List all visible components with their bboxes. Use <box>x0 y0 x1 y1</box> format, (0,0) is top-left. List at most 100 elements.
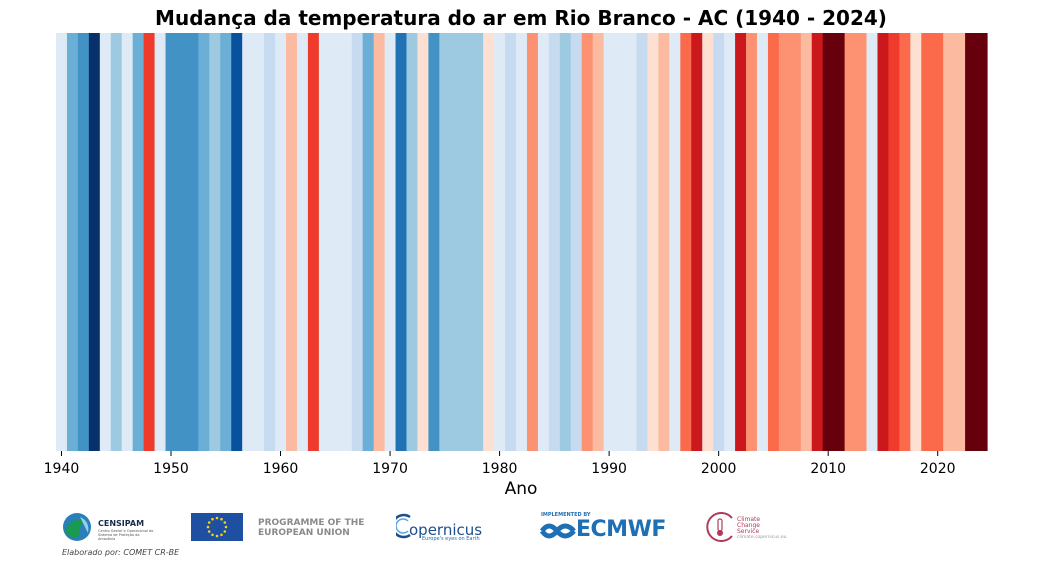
stripe-1976 <box>450 33 462 451</box>
stripe-2000 <box>713 33 725 451</box>
eu-star-icon <box>223 521 227 524</box>
eu-star-icon <box>215 516 219 520</box>
stripe-1998 <box>691 33 703 451</box>
stripe-2024 <box>976 33 988 451</box>
stripe-2012 <box>844 33 857 451</box>
thermometer-icon <box>706 512 733 542</box>
stripe-1942 <box>77 33 90 451</box>
c3s-url: climate.copernicus.eu <box>737 535 787 540</box>
stripe-1959 <box>264 33 276 451</box>
c3s-logo <box>702 512 736 542</box>
stripe-1961 <box>286 33 298 451</box>
stripe-1993 <box>636 33 649 451</box>
stripe-2022 <box>954 33 966 451</box>
stripe-2015 <box>877 33 890 451</box>
stripe-1987 <box>570 33 583 451</box>
stripe-1979 <box>483 33 495 451</box>
copernicus-tagline: Europe's eyes on Earth <box>422 536 480 542</box>
eu-programme-text: PROGRAMME OF THE EUROPEAN UNION <box>258 518 365 538</box>
stripe-1972 <box>406 33 419 451</box>
censipam-logo <box>60 511 160 545</box>
stripe-2002 <box>735 33 747 451</box>
stripe-2006 <box>778 33 791 451</box>
stripe-2008 <box>800 33 813 451</box>
eu-flag-icon <box>191 513 243 541</box>
stripe-1949 <box>154 33 167 451</box>
stripe-1955 <box>220 33 232 451</box>
stripe-1940 <box>56 33 68 451</box>
stripe-2019 <box>921 33 933 451</box>
x-tick-label: 1970 <box>372 461 408 477</box>
stripe-1999 <box>702 33 714 451</box>
eu-star-icon <box>215 534 219 538</box>
stripe-2017 <box>899 33 911 451</box>
ecmwf-logo <box>539 519 576 543</box>
c3s-name: Climate Change Service <box>737 516 761 535</box>
x-tick-label: 1990 <box>591 461 627 477</box>
stripe-1971 <box>395 33 408 451</box>
stripe-2011 <box>833 33 846 451</box>
eu-star-icon <box>207 530 211 533</box>
ecmwf-implemented-text: IMPLEMENTED BY <box>541 512 591 518</box>
stripe-1953 <box>198 33 210 451</box>
stripe-1947 <box>132 33 145 451</box>
stripe-1944 <box>99 33 112 451</box>
stripe-2004 <box>756 33 769 451</box>
stripe-1965 <box>329 33 342 451</box>
stripe-2014 <box>866 33 879 451</box>
stripe-1973 <box>417 33 429 451</box>
stripe-1946 <box>121 33 134 451</box>
eu-star-icon <box>220 533 223 537</box>
stripe-1958 <box>253 33 265 451</box>
stripe-2001 <box>724 33 736 451</box>
stripe-1988 <box>581 33 594 451</box>
censipam-subtitle: Centro Gestor e Operacional do Sistema d… <box>98 529 154 541</box>
x-tick-label: 2020 <box>920 461 956 477</box>
stripe-1941 <box>66 33 79 451</box>
stripe-2023 <box>965 33 977 451</box>
credit-text: Elaborado por: COMET CR-BE <box>62 548 180 557</box>
stripe-1986 <box>559 33 572 451</box>
stripe-1975 <box>439 33 451 451</box>
stripe-2013 <box>855 33 868 451</box>
stripe-2021 <box>943 33 955 451</box>
stripe-1995 <box>658 33 670 451</box>
stripe-1982 <box>516 33 528 451</box>
stripe-1951 <box>176 33 189 451</box>
stripe-1983 <box>526 33 539 451</box>
stripe-2009 <box>811 33 824 451</box>
stripe-1964 <box>318 33 331 451</box>
stripe-1985 <box>548 33 561 451</box>
stripe-1997 <box>680 33 692 451</box>
stripe-1960 <box>275 33 287 451</box>
stripe-1994 <box>647 33 660 451</box>
ecmwf-swirl-icon <box>539 523 576 539</box>
stripe-1957 <box>242 33 254 451</box>
x-tick-label: 1950 <box>153 461 189 477</box>
stripe-2020 <box>932 33 944 451</box>
stripe-1991 <box>614 33 627 451</box>
stripe-1970 <box>384 33 397 451</box>
stripe-2018 <box>910 33 922 451</box>
x-tick-label: 1960 <box>263 461 299 477</box>
stripe-1963 <box>307 33 320 451</box>
stripe-1996 <box>669 33 681 451</box>
stripe-1954 <box>209 33 221 451</box>
eu-star-icon <box>223 530 227 533</box>
x-tick-label: 2010 <box>810 461 846 477</box>
stripe-1978 <box>472 33 484 451</box>
chart-title: Mudança da temperatura do ar em Rio Bran… <box>155 6 887 30</box>
stripe-1967 <box>351 33 364 451</box>
stripe-2016 <box>888 33 900 451</box>
censipam-emblem-icon <box>63 513 91 541</box>
eu-star-icon <box>206 525 210 529</box>
stripe-2007 <box>789 33 802 451</box>
eu-star-icon <box>207 521 211 524</box>
copernicus-word: opernicus <box>409 521 483 539</box>
stripe-1948 <box>143 33 156 451</box>
stripe-1992 <box>625 33 638 451</box>
stripe-1945 <box>110 33 123 451</box>
censipam-name: CENSIPAM <box>98 519 145 528</box>
stripe-1974 <box>428 33 440 451</box>
